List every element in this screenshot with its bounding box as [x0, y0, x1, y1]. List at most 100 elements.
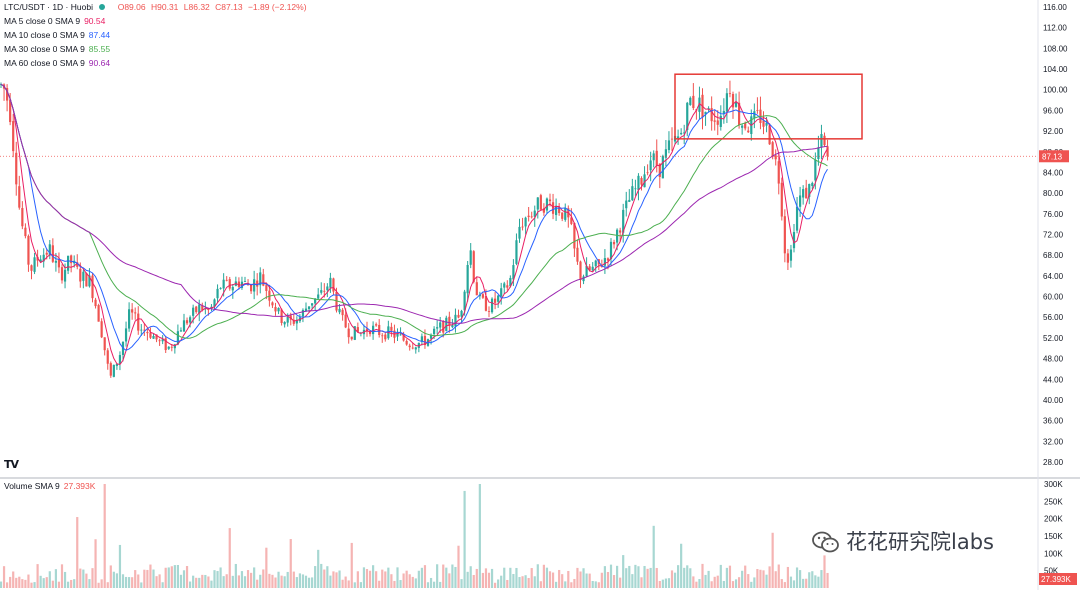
candle-body — [713, 120, 716, 122]
volume-bar — [399, 580, 402, 588]
volume-bar — [478, 484, 481, 588]
volume-bar — [771, 532, 774, 588]
volume-bar — [63, 571, 67, 588]
volume-bar — [628, 565, 631, 588]
candle-body — [353, 326, 356, 340]
volume-bar — [436, 564, 439, 588]
volume-bar — [381, 569, 384, 588]
volume-bar — [777, 564, 780, 588]
volume-bar — [463, 490, 466, 588]
volume-bar — [451, 564, 454, 588]
ma10-value: 87.44 — [88, 30, 111, 40]
candle-body — [670, 138, 674, 140]
candle-body — [442, 320, 445, 333]
candle-body — [643, 174, 646, 188]
volume-bar — [423, 565, 427, 588]
candle-body — [457, 314, 460, 318]
candle-body — [63, 269, 67, 282]
ma30-legend[interactable]: MA 30 close 0 SMA 9 85.55 — [4, 42, 310, 56]
candle-body — [652, 153, 655, 161]
tradingview-logo[interactable]: TV — [4, 458, 19, 471]
volume-bar — [314, 566, 317, 588]
volume-bar — [253, 567, 256, 588]
volume-value: 27.393K — [63, 481, 96, 491]
candle-body — [237, 281, 240, 287]
candle-body — [216, 288, 219, 299]
price-tick-label: 68.00 — [1043, 251, 1064, 260]
volume-bar — [695, 581, 698, 588]
volume-bar — [509, 567, 512, 588]
last-price-tag — [1039, 150, 1069, 163]
volume-bar — [137, 574, 140, 588]
candle-body — [539, 195, 542, 210]
candle-body — [512, 265, 515, 280]
volume-bar — [774, 571, 777, 588]
volume-legend[interactable]: Volume SMA 9 27.393K — [4, 481, 95, 491]
candle-body — [439, 322, 442, 328]
candle-body — [506, 285, 509, 288]
volume-bar — [820, 570, 823, 588]
candle-body — [619, 230, 622, 233]
candle-body — [612, 242, 616, 245]
candle-body — [649, 160, 652, 171]
volume-bar — [805, 578, 808, 588]
ma5-legend[interactable]: MA 5 close 0 SMA 9 90.54 — [4, 14, 310, 28]
candle-body — [826, 146, 829, 157]
candle-body — [402, 334, 405, 341]
volume-bar — [500, 575, 503, 588]
candle-body — [350, 336, 353, 340]
candle-body — [445, 317, 448, 331]
volume-bar — [317, 549, 320, 588]
volume-bar — [231, 575, 234, 588]
ma30-value: 85.55 — [88, 44, 111, 54]
candle-body — [189, 317, 192, 323]
candle-body — [161, 339, 164, 342]
volume-bar — [213, 570, 216, 588]
candle-body — [728, 93, 732, 95]
candle-body — [561, 212, 564, 219]
ma30-label: MA 30 close 0 SMA 9 — [4, 44, 85, 54]
volume-bar — [539, 581, 542, 588]
volume-bar — [643, 565, 646, 588]
volume-bar — [573, 578, 576, 588]
candle-body — [475, 282, 478, 296]
candle-body — [320, 290, 323, 293]
candle-body — [372, 325, 375, 335]
volume-bar — [719, 564, 722, 588]
candle-body — [689, 97, 692, 105]
volume-bar — [515, 567, 518, 588]
ma60-legend[interactable]: MA 60 close 0 SMA 9 90.64 — [4, 56, 310, 70]
candle-body — [192, 307, 195, 316]
volume-bar — [527, 577, 530, 588]
price-tick-label: 76.00 — [1043, 210, 1064, 219]
candle-body — [814, 159, 817, 181]
volume-bar — [146, 569, 149, 588]
candle-body — [542, 208, 545, 213]
volume-bar — [512, 573, 515, 588]
volume-bar — [405, 570, 408, 588]
ma10-legend[interactable]: MA 10 close 0 SMA 9 87.44 — [4, 28, 310, 42]
volume-bar — [73, 579, 76, 588]
volume-bar — [289, 539, 292, 588]
volume-bar — [353, 582, 356, 588]
ma5-value: 90.54 — [84, 16, 106, 26]
candle-body — [692, 95, 695, 109]
candle-body — [588, 266, 591, 271]
volume-bar — [765, 574, 768, 588]
candle-body — [167, 346, 170, 349]
candle-body — [250, 284, 253, 292]
candle-body — [454, 314, 457, 327]
volume-bar — [606, 571, 610, 588]
volume-bar — [152, 569, 155, 588]
candle-body — [677, 136, 680, 138]
candle-body — [304, 308, 308, 312]
candle-body — [39, 259, 42, 263]
volume-bar — [579, 571, 582, 588]
candle-body — [219, 287, 222, 289]
candle-body — [481, 294, 484, 298]
volume-bar — [91, 568, 94, 588]
candle-body — [399, 334, 402, 336]
candle-body — [265, 285, 268, 291]
volume-bar — [640, 577, 643, 588]
